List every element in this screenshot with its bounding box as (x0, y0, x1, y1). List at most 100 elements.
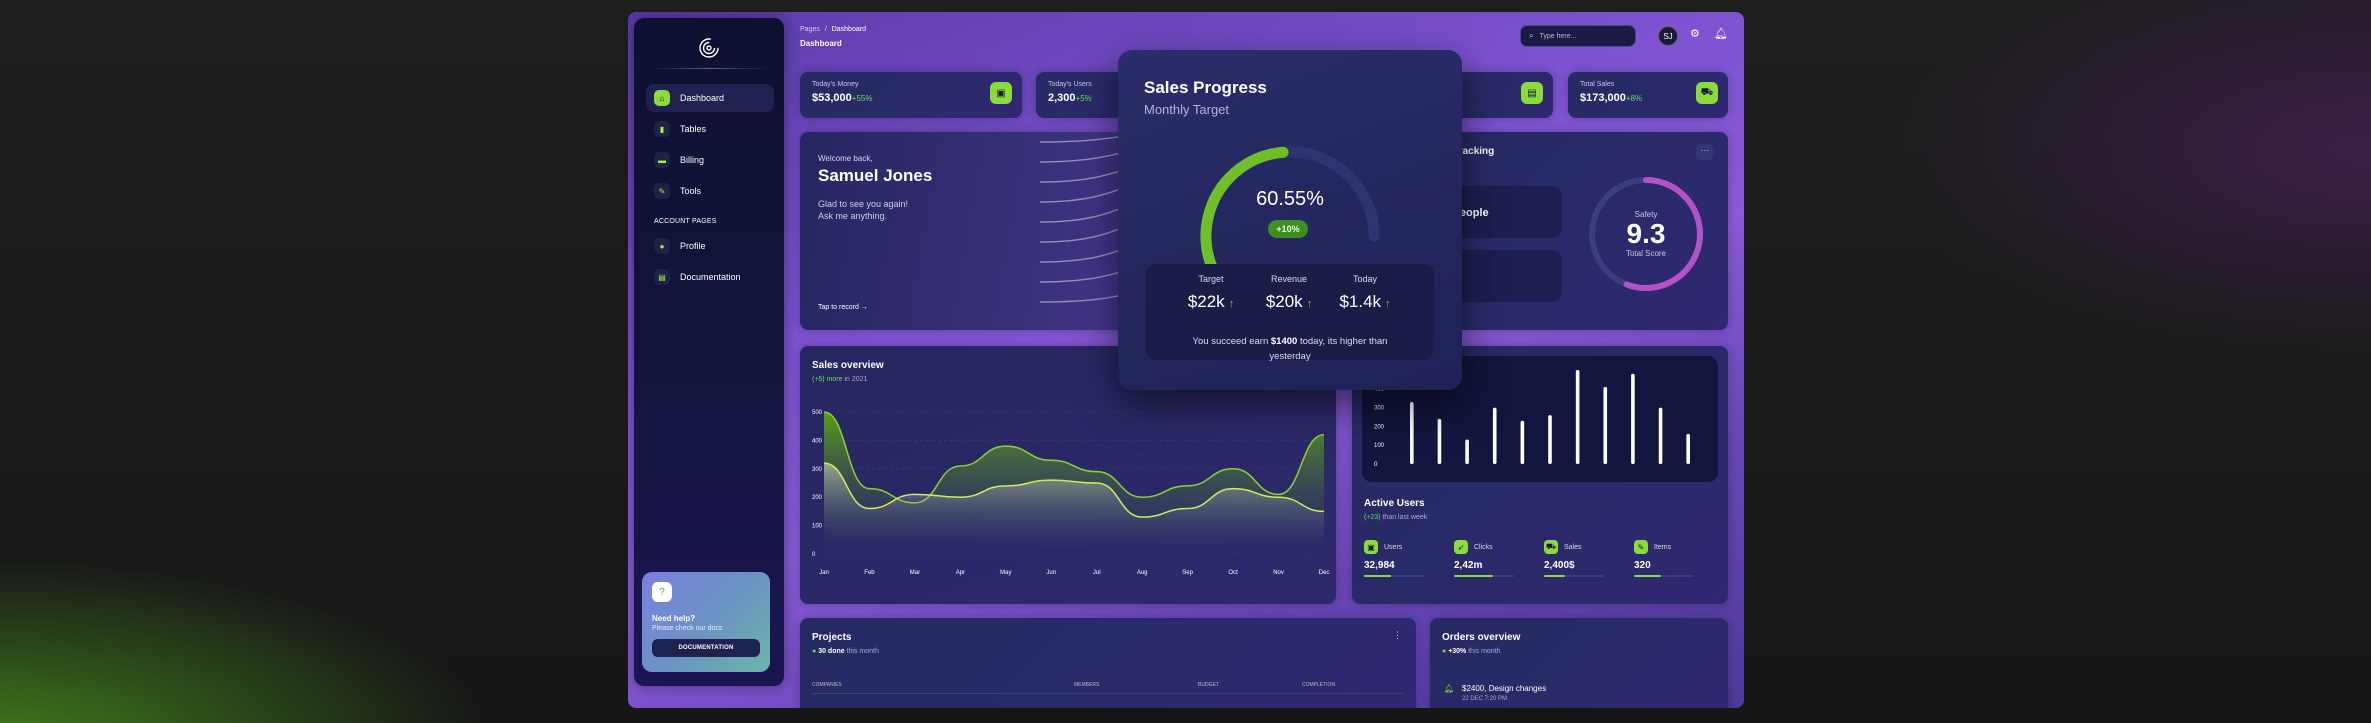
arrow-up-icon: ↑ (1306, 298, 1313, 310)
stat-change: +8% (1625, 94, 1643, 103)
projects-card: Projects ● 30 done this month ⋮ COMPANIE… (800, 618, 1416, 708)
cart-icon: ⛟ (1696, 82, 1718, 104)
documentation-button[interactable]: DOCUMENTATION (652, 639, 760, 657)
sidebar-item-tools[interactable]: ✎ Tools (646, 177, 774, 205)
sidebar-item-label: Billing (680, 155, 705, 165)
metric-today: Today $1.4k ↑ (1339, 274, 1391, 311)
projects-subtitle: ● 30 done this month (812, 648, 879, 655)
x-tick-label: Aug (1137, 570, 1148, 576)
projects-table-header: COMPANIES MEMBERS BUDGET COMPLETION (812, 682, 1404, 694)
bar (1686, 433, 1690, 464)
sales-overview-chart: 0 100 200 300 400 500 Jan Feb Mar Apr May Jun Jul Aug… (812, 410, 1330, 576)
x-tick-label: Dec (1319, 570, 1330, 576)
y-tick-label: 200 (1374, 424, 1385, 430)
user-name: Samuel Jones (818, 166, 933, 185)
sidebar-item-label: Profile (680, 241, 706, 251)
check-icon: ● (812, 648, 817, 655)
projects-title: Projects (812, 632, 852, 643)
help-subtitle: Please check our docs (652, 625, 723, 632)
order-item-title: $2400, Design changes (1462, 684, 1547, 693)
sidebar-item-documentation[interactable]: ▤ Documentation (646, 263, 774, 291)
stat-card-money: Today's Money $53,000+55% ▣ (800, 72, 1022, 118)
metric-value: 2,42m (1454, 560, 1483, 571)
breadcrumb-area: Pages / Dashboard Dashboard (800, 26, 866, 48)
bar (1520, 420, 1525, 464)
rocket-icon: ➶ (1454, 540, 1468, 554)
search-icon: ⌕ (1529, 31, 1534, 40)
help-card: ? Need help? Please check our docs DOCUM… (642, 572, 770, 672)
more-vertical-icon[interactable]: ⋮ (1393, 630, 1402, 640)
metric-progress-fill (1454, 575, 1493, 577)
y-tick-label: 300 (812, 467, 823, 473)
bar (1575, 370, 1580, 464)
bar (1437, 418, 1442, 464)
y-tick-label: 0 (1374, 462, 1378, 468)
x-tick-label: Oct (1228, 570, 1238, 576)
breadcrumb-separator: / (824, 26, 827, 33)
safety-gauge-arc (1589, 177, 1703, 291)
sidebar-item-profile[interactable]: ● Profile (646, 232, 774, 260)
sidebar-item-dashboard[interactable]: ⌂ Dashboard (646, 84, 774, 112)
sidebar-divider (648, 68, 770, 69)
x-tick-label: Jun (1046, 570, 1056, 576)
wallet-icon: ▣ (990, 82, 1012, 104)
metric-revenue: Revenue $20k ↑ (1265, 274, 1313, 311)
tap-to-record-link[interactable]: Tap to record → (818, 304, 868, 311)
arrow-up-icon: ↑ (1228, 298, 1235, 310)
y-tick-label: 0 (812, 552, 816, 558)
x-tick-label: Feb (864, 570, 875, 576)
stat-label: Today's Money (812, 81, 859, 88)
metric-label: Clicks (1474, 543, 1493, 551)
stat-change: +5% (1075, 94, 1092, 103)
check-icon: ● (1442, 648, 1447, 655)
popup-note: You succeed earn $1400 today, its higher… (1192, 336, 1388, 362)
sidebar-item-label: Tables (680, 124, 707, 134)
cart-icon: ⛟ (1544, 540, 1558, 554)
series-2-line (823, 462, 1325, 518)
metric-target: Target $22k ↑ (1187, 274, 1235, 311)
sales-progress-popup: Sales Progress Monthly Target 60.55% +10… (1118, 50, 1462, 390)
bar (1658, 407, 1663, 464)
gear-icon[interactable]: ⚙ (1690, 28, 1700, 40)
metric-value: 2,400$ (1544, 560, 1575, 571)
breadcrumb-root[interactable]: Pages (800, 26, 820, 33)
sidebar-item-label: Dashboard (680, 93, 725, 103)
bar (1465, 439, 1469, 464)
series-1-line (823, 411, 1325, 504)
sales-overview-title: Sales overview (812, 360, 884, 371)
bar (1603, 386, 1608, 464)
x-tick-label: May (1000, 570, 1011, 576)
welcome-greeting: Welcome back, (818, 154, 873, 163)
metric-label: Items (1654, 543, 1672, 551)
sidebar: ⌂ Dashboard ▮ Tables ▬ Billing ✎ Tools A… (634, 18, 784, 686)
sidebar-item-billing[interactable]: ▬ Billing (646, 146, 774, 174)
x-tick-label: Apr (956, 570, 965, 576)
breadcrumb: Pages / Dashboard (800, 26, 866, 33)
series-2-area (824, 463, 1324, 554)
stat-card-hidden: ▤ (1453, 72, 1553, 118)
sales-overview-card: Sales overview (+5) more in 2021 0 100 200… (800, 346, 1336, 604)
metric-label: Users (1384, 543, 1403, 551)
stat-card-total-sales: Total Sales $173,000+8% ⛟ (1568, 72, 1728, 118)
metric-value: 320 (1634, 560, 1651, 571)
more-icon[interactable]: ⋯ (1696, 144, 1714, 160)
brand-logo (699, 38, 719, 58)
arrow-up-icon: ↑ (1385, 298, 1391, 310)
metric-sales: ⛟ Sales 2,400$ (1544, 540, 1624, 577)
welcome-message: Glad to see you again! Ask me anything. (818, 199, 909, 221)
search-placeholder: Type here... (1539, 32, 1577, 40)
sidebar-item-tables[interactable]: ▮ Tables (646, 115, 774, 143)
stat-value: $53,000+55% (812, 92, 873, 104)
avatar[interactable]: SJ (1658, 26, 1678, 46)
bell-icon[interactable]: 🔔︎ (1714, 28, 1728, 40)
x-tick-label: Jul (1093, 570, 1101, 576)
orders-subtitle: ● +30% this month (1442, 648, 1501, 655)
bar (1410, 401, 1414, 464)
tracking-title: al Tracking (1442, 146, 1495, 157)
sidebar-item-label: Tools (680, 186, 702, 196)
metric-progress-fill (1634, 575, 1661, 577)
search-input[interactable]: ⌕ Type here... (1520, 25, 1636, 47)
wallet-icon: ▣ (1364, 540, 1378, 554)
